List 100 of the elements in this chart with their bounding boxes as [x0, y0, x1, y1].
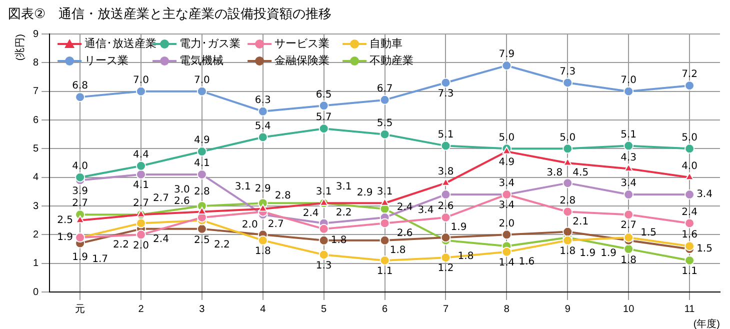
legend-label: 電気機械 — [180, 54, 224, 67]
data-label: 1.4 — [498, 257, 515, 268]
data-label: 1.9 — [57, 232, 73, 244]
data-label: 2.7 — [153, 193, 169, 204]
point — [380, 129, 390, 140]
data-label: 1.6 — [518, 256, 535, 268]
data-label: 6.8 — [72, 80, 88, 92]
data-label: 3.4 — [498, 200, 515, 212]
point — [380, 235, 390, 246]
point — [196, 86, 207, 96]
data-label: 2.4 — [682, 206, 698, 218]
data-label: 5.7 — [316, 112, 332, 124]
point — [196, 169, 207, 180]
data-label: 5.1 — [620, 129, 637, 140]
chart-title: 図表② 通信・放送産業と主な産業の設備投資額の推移 — [7, 6, 333, 24]
data-label: 7.0 — [133, 74, 149, 86]
y-tick-label: 7 — [33, 86, 39, 98]
data-label: 2.8 — [560, 195, 576, 206]
point — [562, 178, 573, 188]
point — [562, 235, 573, 246]
data-label: 1.8 — [390, 244, 406, 256]
point — [502, 230, 512, 240]
data-label: 4.0 — [682, 160, 698, 172]
point — [380, 255, 390, 266]
y-tick-label: 1 — [33, 258, 39, 270]
data-label: 2.0 — [498, 218, 515, 230]
data-label: 3.4 — [696, 189, 712, 200]
point — [685, 172, 694, 180]
data-label: 4.3 — [620, 152, 637, 164]
data-label: 1.8 — [620, 254, 637, 266]
point — [502, 146, 512, 154]
data-label: 6.3 — [254, 94, 271, 106]
data-label: 1.5 — [696, 244, 712, 255]
data-label: 7.9 — [498, 49, 515, 60]
point — [684, 255, 695, 266]
point — [502, 246, 512, 257]
data-label: 1.9 — [600, 248, 617, 260]
point — [136, 230, 146, 240]
point — [136, 218, 146, 228]
point — [258, 204, 268, 212]
point — [198, 206, 206, 214]
point — [319, 198, 328, 206]
legend-label: 自動車 — [370, 36, 403, 50]
data-label: 2.8 — [194, 186, 210, 198]
data-label: 1.9 — [450, 222, 467, 234]
point — [440, 78, 451, 88]
data-label: 6.7 — [376, 84, 393, 95]
data-label: 2.2 — [113, 240, 129, 251]
point — [196, 224, 207, 234]
data-label: 2.7 — [133, 198, 149, 210]
point — [624, 164, 633, 172]
point — [502, 60, 512, 71]
y-axis-title: (兆円) — [14, 34, 26, 61]
data-label: 1.5 — [640, 228, 657, 239]
point — [258, 132, 268, 142]
point — [136, 86, 146, 96]
y-tick-label: 3 — [33, 200, 39, 212]
point — [318, 235, 329, 246]
y-tick-label: 5 — [33, 143, 39, 154]
data-label: 2.6 — [174, 196, 190, 208]
point — [440, 252, 451, 263]
point — [684, 144, 695, 154]
legend-label: 電力･ガス業 — [180, 36, 241, 50]
data-label: 3.4 — [620, 178, 637, 190]
point — [258, 106, 268, 116]
data-label: 3.4 — [498, 178, 515, 190]
data-label: 4.4 — [133, 149, 149, 160]
data-label: 2.7 — [72, 198, 88, 210]
point — [684, 218, 695, 228]
point — [380, 218, 390, 228]
data-label: 1.1 — [376, 266, 393, 278]
point — [318, 124, 329, 134]
data-label: 4.1 — [133, 180, 149, 192]
data-label: 5.5 — [376, 118, 393, 129]
y-tick-label: 8 — [33, 57, 39, 68]
data-label: 7.0 — [620, 74, 637, 86]
data-label: 1.8 — [560, 246, 576, 257]
data-label: 2.2 — [214, 240, 230, 251]
data-label: 7.2 — [682, 69, 698, 80]
point — [563, 158, 572, 166]
data-label: 1.8 — [254, 246, 271, 257]
x-tick-label: 4 — [260, 304, 266, 315]
point — [624, 210, 634, 220]
data-label: 4.0 — [72, 160, 88, 172]
data-label: 6.5 — [316, 89, 332, 100]
legend-label: 金融保険業 — [274, 54, 330, 67]
data-label: 1.2 — [438, 263, 454, 274]
legend-label: サービス業 — [274, 36, 330, 50]
legend-label: リース業 — [84, 54, 129, 67]
data-label: 2.5 — [194, 234, 210, 246]
data-label: 4.1 — [194, 158, 210, 170]
data-label: 7.0 — [194, 74, 210, 86]
data-label: 3.1 — [316, 186, 332, 198]
data-label: 2.0 — [133, 240, 149, 252]
data-label: 3.9 — [72, 186, 88, 197]
y-tick-label: 9 — [33, 28, 39, 40]
data-label: 3.8 — [546, 168, 563, 179]
data-label: 3.1 — [234, 182, 251, 193]
point — [440, 212, 451, 222]
data-label: 3.1 — [376, 186, 393, 198]
